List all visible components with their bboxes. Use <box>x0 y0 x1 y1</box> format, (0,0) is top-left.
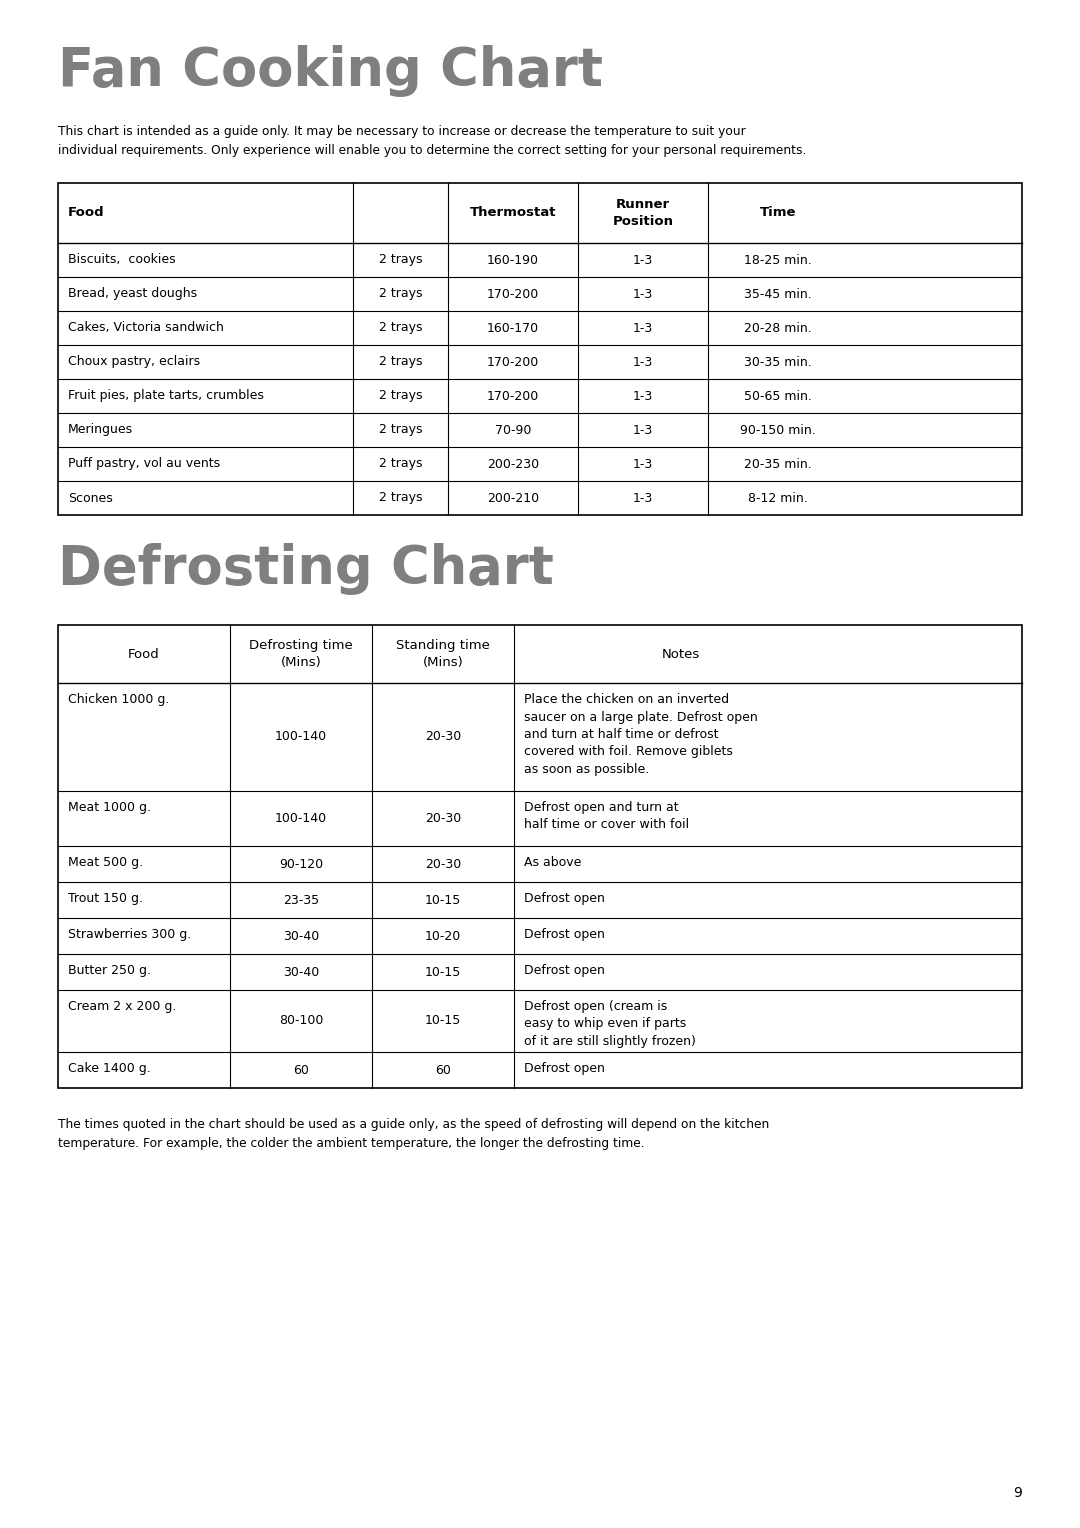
Text: 35-45 min.: 35-45 min. <box>744 287 812 301</box>
Text: 170-200: 170-200 <box>487 390 539 402</box>
Text: 1-3: 1-3 <box>633 254 653 266</box>
Text: Scones: Scones <box>68 492 112 504</box>
Text: Defrost open: Defrost open <box>524 927 605 941</box>
Text: Food: Food <box>68 206 105 220</box>
Text: Trout 150 g.: Trout 150 g. <box>68 892 143 905</box>
Text: 9: 9 <box>1013 1487 1022 1500</box>
Text: Strawberries 300 g.: Strawberries 300 g. <box>68 927 191 941</box>
Text: Fan Cooking Chart: Fan Cooking Chart <box>58 44 603 96</box>
Text: Defrost open: Defrost open <box>524 1062 605 1076</box>
Text: Defrosting time
(Mins): Defrosting time (Mins) <box>249 639 353 669</box>
Text: Food: Food <box>129 648 160 660</box>
Text: 8-12 min.: 8-12 min. <box>748 492 808 504</box>
Text: 90-150 min.: 90-150 min. <box>740 423 815 437</box>
Text: Runner
Position: Runner Position <box>612 199 674 228</box>
Text: Time: Time <box>759 206 796 220</box>
Text: 2 trays: 2 trays <box>379 457 422 471</box>
Text: 60: 60 <box>435 1063 451 1077</box>
Text: 1-3: 1-3 <box>633 423 653 437</box>
Text: 2 trays: 2 trays <box>379 356 422 368</box>
Text: 60: 60 <box>293 1063 309 1077</box>
Text: Defrosting Chart: Defrosting Chart <box>58 542 554 594</box>
Text: 1-3: 1-3 <box>633 390 653 402</box>
Text: 20-30: 20-30 <box>424 811 461 825</box>
Text: Defrost open (cream is
easy to whip even if parts
of it are still slightly froze: Defrost open (cream is easy to whip even… <box>524 999 696 1048</box>
Bar <box>58 625 1022 1088</box>
Text: 100-140: 100-140 <box>275 730 327 744</box>
Text: 10-20: 10-20 <box>424 929 461 943</box>
Text: 170-200: 170-200 <box>487 356 539 368</box>
Text: Notes: Notes <box>662 648 700 660</box>
Text: 2 trays: 2 trays <box>379 492 422 504</box>
Text: 2 trays: 2 trays <box>379 287 422 301</box>
Text: 200-210: 200-210 <box>487 492 539 504</box>
Text: 20-35 min.: 20-35 min. <box>744 457 812 471</box>
Text: Fruit pies, plate tarts, crumbles: Fruit pies, plate tarts, crumbles <box>68 390 264 402</box>
Text: 10-15: 10-15 <box>424 894 461 906</box>
Text: Butter 250 g.: Butter 250 g. <box>68 964 151 976</box>
Text: Standing time
(Mins): Standing time (Mins) <box>396 639 490 669</box>
Text: 18-25 min.: 18-25 min. <box>744 254 812 266</box>
Text: Biscuits,  cookies: Biscuits, cookies <box>68 254 176 266</box>
Text: 23-35: 23-35 <box>283 894 319 906</box>
Text: 70-90: 70-90 <box>495 423 531 437</box>
Text: Meat 500 g.: Meat 500 g. <box>68 856 144 869</box>
Text: 160-190: 160-190 <box>487 254 539 266</box>
Text: 80-100: 80-100 <box>279 1015 323 1027</box>
Text: 1-3: 1-3 <box>633 492 653 504</box>
Text: Cakes, Victoria sandwich: Cakes, Victoria sandwich <box>68 321 224 335</box>
Text: 50-65 min.: 50-65 min. <box>744 390 812 402</box>
Text: 10-15: 10-15 <box>424 966 461 978</box>
Text: Defrost open: Defrost open <box>524 892 605 905</box>
Text: Thermostat: Thermostat <box>470 206 556 220</box>
Text: Meringues: Meringues <box>68 423 133 437</box>
Text: 20-28 min.: 20-28 min. <box>744 321 812 335</box>
Text: Place the chicken on an inverted
saucer on a large plate. Defrost open
and turn : Place the chicken on an inverted saucer … <box>524 694 758 776</box>
Text: 1-3: 1-3 <box>633 321 653 335</box>
Text: Bread, yeast doughs: Bread, yeast doughs <box>68 287 198 301</box>
Text: Cake 1400 g.: Cake 1400 g. <box>68 1062 151 1076</box>
Text: 2 trays: 2 trays <box>379 254 422 266</box>
Text: 30-35 min.: 30-35 min. <box>744 356 812 368</box>
Text: Meat 1000 g.: Meat 1000 g. <box>68 801 151 814</box>
Text: 2 trays: 2 trays <box>379 390 422 402</box>
Text: Defrost open: Defrost open <box>524 964 605 976</box>
Text: 1-3: 1-3 <box>633 457 653 471</box>
Text: 20-30: 20-30 <box>424 730 461 744</box>
Text: 90-120: 90-120 <box>279 857 323 871</box>
Text: Puff pastry, vol au vents: Puff pastry, vol au vents <box>68 457 220 471</box>
Text: 10-15: 10-15 <box>424 1015 461 1027</box>
Text: The times quoted in the chart should be used as a guide only, as the speed of de: The times quoted in the chart should be … <box>58 1118 769 1151</box>
Text: 100-140: 100-140 <box>275 811 327 825</box>
Text: Defrost open and turn at
half time or cover with foil: Defrost open and turn at half time or co… <box>524 801 689 831</box>
Text: 30-40: 30-40 <box>283 966 319 978</box>
Bar <box>58 183 1022 515</box>
Text: 2 trays: 2 trays <box>379 423 422 437</box>
Text: 20-30: 20-30 <box>424 857 461 871</box>
Text: 200-230: 200-230 <box>487 457 539 471</box>
Text: 160-170: 160-170 <box>487 321 539 335</box>
Text: As above: As above <box>524 856 581 869</box>
Text: 2 trays: 2 trays <box>379 321 422 335</box>
Text: 170-200: 170-200 <box>487 287 539 301</box>
Text: 1-3: 1-3 <box>633 287 653 301</box>
Text: 30-40: 30-40 <box>283 929 319 943</box>
Text: Chicken 1000 g.: Chicken 1000 g. <box>68 694 170 706</box>
Text: Choux pastry, eclairs: Choux pastry, eclairs <box>68 356 200 368</box>
Text: 1-3: 1-3 <box>633 356 653 368</box>
Text: Cream 2 x 200 g.: Cream 2 x 200 g. <box>68 999 176 1013</box>
Text: This chart is intended as a guide only. It may be necessary to increase or decre: This chart is intended as a guide only. … <box>58 125 807 157</box>
